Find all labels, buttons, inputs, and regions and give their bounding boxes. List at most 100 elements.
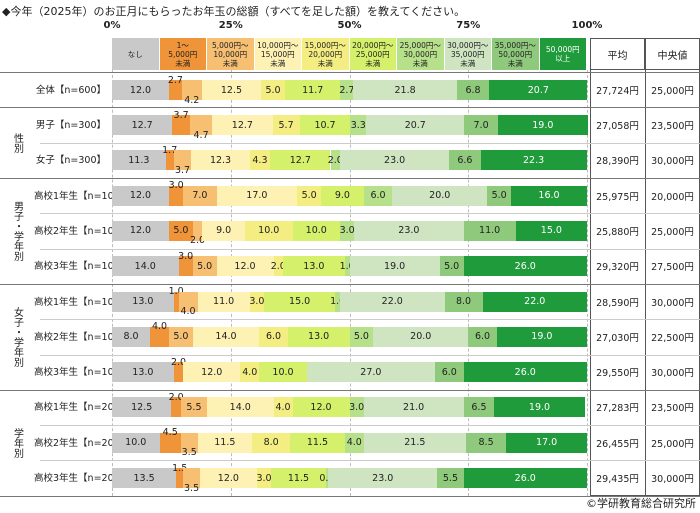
bar-segment [216,256,274,277]
bar-segment [264,291,336,312]
bar-segment [183,468,200,488]
value-label: 5.0 [173,225,189,237]
legend-entry: 10,000円～ 15,000円 未満 [254,38,302,70]
value-label: 10.0 [258,225,280,237]
table-cell: 30,000円 [651,156,694,168]
value-label: 1.0 [330,296,346,307]
bar-segment [245,220,293,241]
bar-segment [363,432,466,453]
value-label: 5.0 [301,190,317,202]
value-label: 20.7 [404,119,426,131]
bar-segment [112,256,179,277]
table-cell: 22,500円 [651,332,694,344]
row-separator [40,142,700,144]
legend-entry: 35,000円～ 50,000円 未満 [492,38,540,70]
bar-segment [273,256,283,277]
bar-segment [363,397,464,418]
bar-segment [321,185,364,206]
value-label: 2.0 [270,260,286,272]
value-label: 6.5 [471,401,487,413]
value-label: 11.7 [302,84,324,96]
value-label: 17.0 [536,437,558,449]
value-label: 22.0 [524,296,546,307]
bar-segment [363,185,393,206]
bar-segment [340,220,355,241]
value-label: 3.0 [168,180,184,192]
value-label: 6.0 [370,190,386,202]
legend-entry: 1～ 5,000円 未満 [159,38,207,70]
bar-segment [506,432,587,453]
table-cell: 25,880円 [596,226,639,238]
value-label: 12.0 [201,366,223,378]
value-label: 1.0 [168,286,184,297]
bar-segment [435,362,464,383]
bar-segment [259,326,288,347]
bar-segment [292,220,340,241]
value-label: 6.8 [465,84,481,96]
bar-segment [344,432,364,453]
row-separator [0,389,700,391]
bar-segment [482,291,587,312]
bar-segment [325,468,329,488]
value-label: 17.0 [246,190,268,202]
value-label: 3.7 [174,164,191,176]
value-label: 4.0 [346,437,362,449]
value-label: 2.7 [339,84,355,96]
value-label: 19.0 [532,119,554,131]
bar-segment [259,362,307,383]
row-label: 高校1年生【n=100】 [34,296,130,308]
value-label: 6.0 [265,331,282,343]
bar-segment [468,326,497,347]
bar-segment [192,220,203,241]
value-label: 5.0 [197,260,213,272]
table-cell: 25,000円 [651,438,694,450]
bar-segment [112,291,174,312]
value-label: 12.5 [131,401,153,413]
bar-segment [112,220,169,241]
bar-segment [169,326,193,347]
value-label: 12.3 [209,154,232,166]
bar-segment [169,185,184,206]
value-label: 12.5 [220,84,243,96]
legend-entry: 20,000円～ 25,000円 未満 [349,38,397,70]
bar-segment [112,432,160,453]
bar-segment [169,220,193,241]
value-label: 14.0 [215,331,237,343]
value-label: 8.0 [263,437,279,449]
row-group-label: 女子・学年別 [11,306,23,367]
legend-entry: 30,000円～ 35,000円 未満 [444,38,492,70]
value-label: 1.0 [339,260,355,272]
x-tick-label: 25% [218,20,243,31]
value-label: 7.0 [473,119,489,131]
legend-entry: 5,000円～ 10,000円 未満 [207,38,255,70]
x-tick-label: 75% [456,20,481,31]
value-label: 8.5 [478,437,494,449]
table-cell: 25,000円 [651,226,694,238]
table-cell: 30,000円 [651,474,694,485]
value-label: 2.0 [170,356,187,368]
value-label: 3.3 [350,119,366,131]
row-separator [0,72,700,73]
value-label: 22.0 [381,296,403,307]
legend-entry: なし [112,38,160,70]
value-label: 4.0 [275,401,291,413]
table-cell: 28,590円 [596,297,639,309]
row-label: 高校2年生【n=100】 [34,225,130,237]
bar-segment [197,291,250,312]
bar-segment [465,432,507,453]
bar-segment [349,326,374,347]
row-separator [40,354,700,356]
bar-segment [112,150,166,171]
bar-segment [171,397,181,418]
table-cell: 29,320円 [596,262,639,274]
bar-segment [299,115,351,135]
bar-segment [480,150,587,171]
value-label: 14.0 [134,260,156,272]
value-label: 20.7 [527,84,549,96]
value-label: 5.0 [265,84,281,96]
value-label: 10.0 [125,437,147,449]
value-label: 3.0 [249,296,265,307]
value-label: 4.5 [162,427,178,439]
value-label: 12.7 [131,119,153,131]
value-label: 14.0 [229,401,251,413]
